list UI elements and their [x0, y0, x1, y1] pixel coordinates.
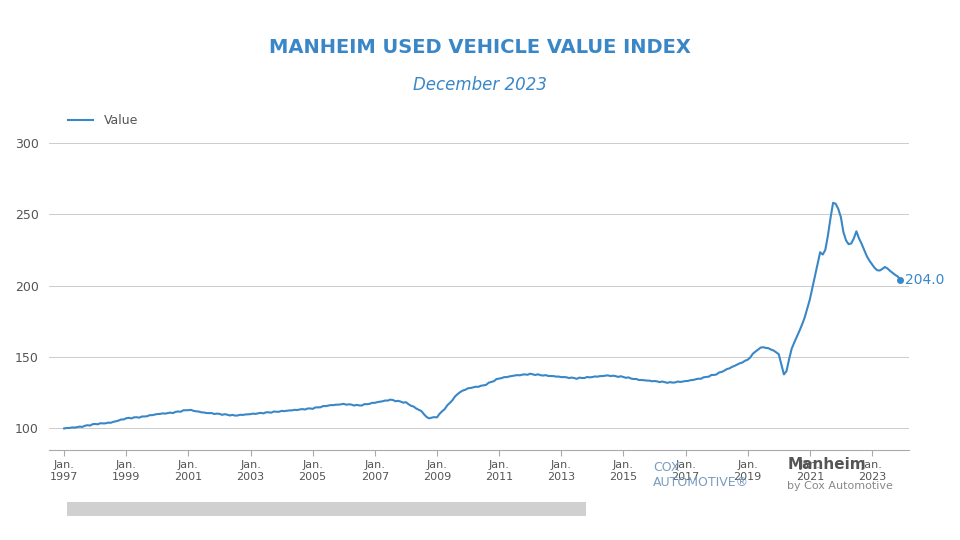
- Legend: Value: Value: [63, 109, 143, 132]
- Text: Manheim: Manheim: [787, 457, 866, 472]
- Text: COX
AUTOMOTIVE®: COX AUTOMOTIVE®: [653, 461, 749, 489]
- Text: by Cox Automotive: by Cox Automotive: [787, 481, 893, 491]
- Text: MANHEIM USED VEHICLE VALUE INDEX: MANHEIM USED VEHICLE VALUE INDEX: [269, 38, 691, 57]
- Text: December 2023: December 2023: [413, 76, 547, 93]
- Text: 204.0: 204.0: [905, 273, 945, 287]
